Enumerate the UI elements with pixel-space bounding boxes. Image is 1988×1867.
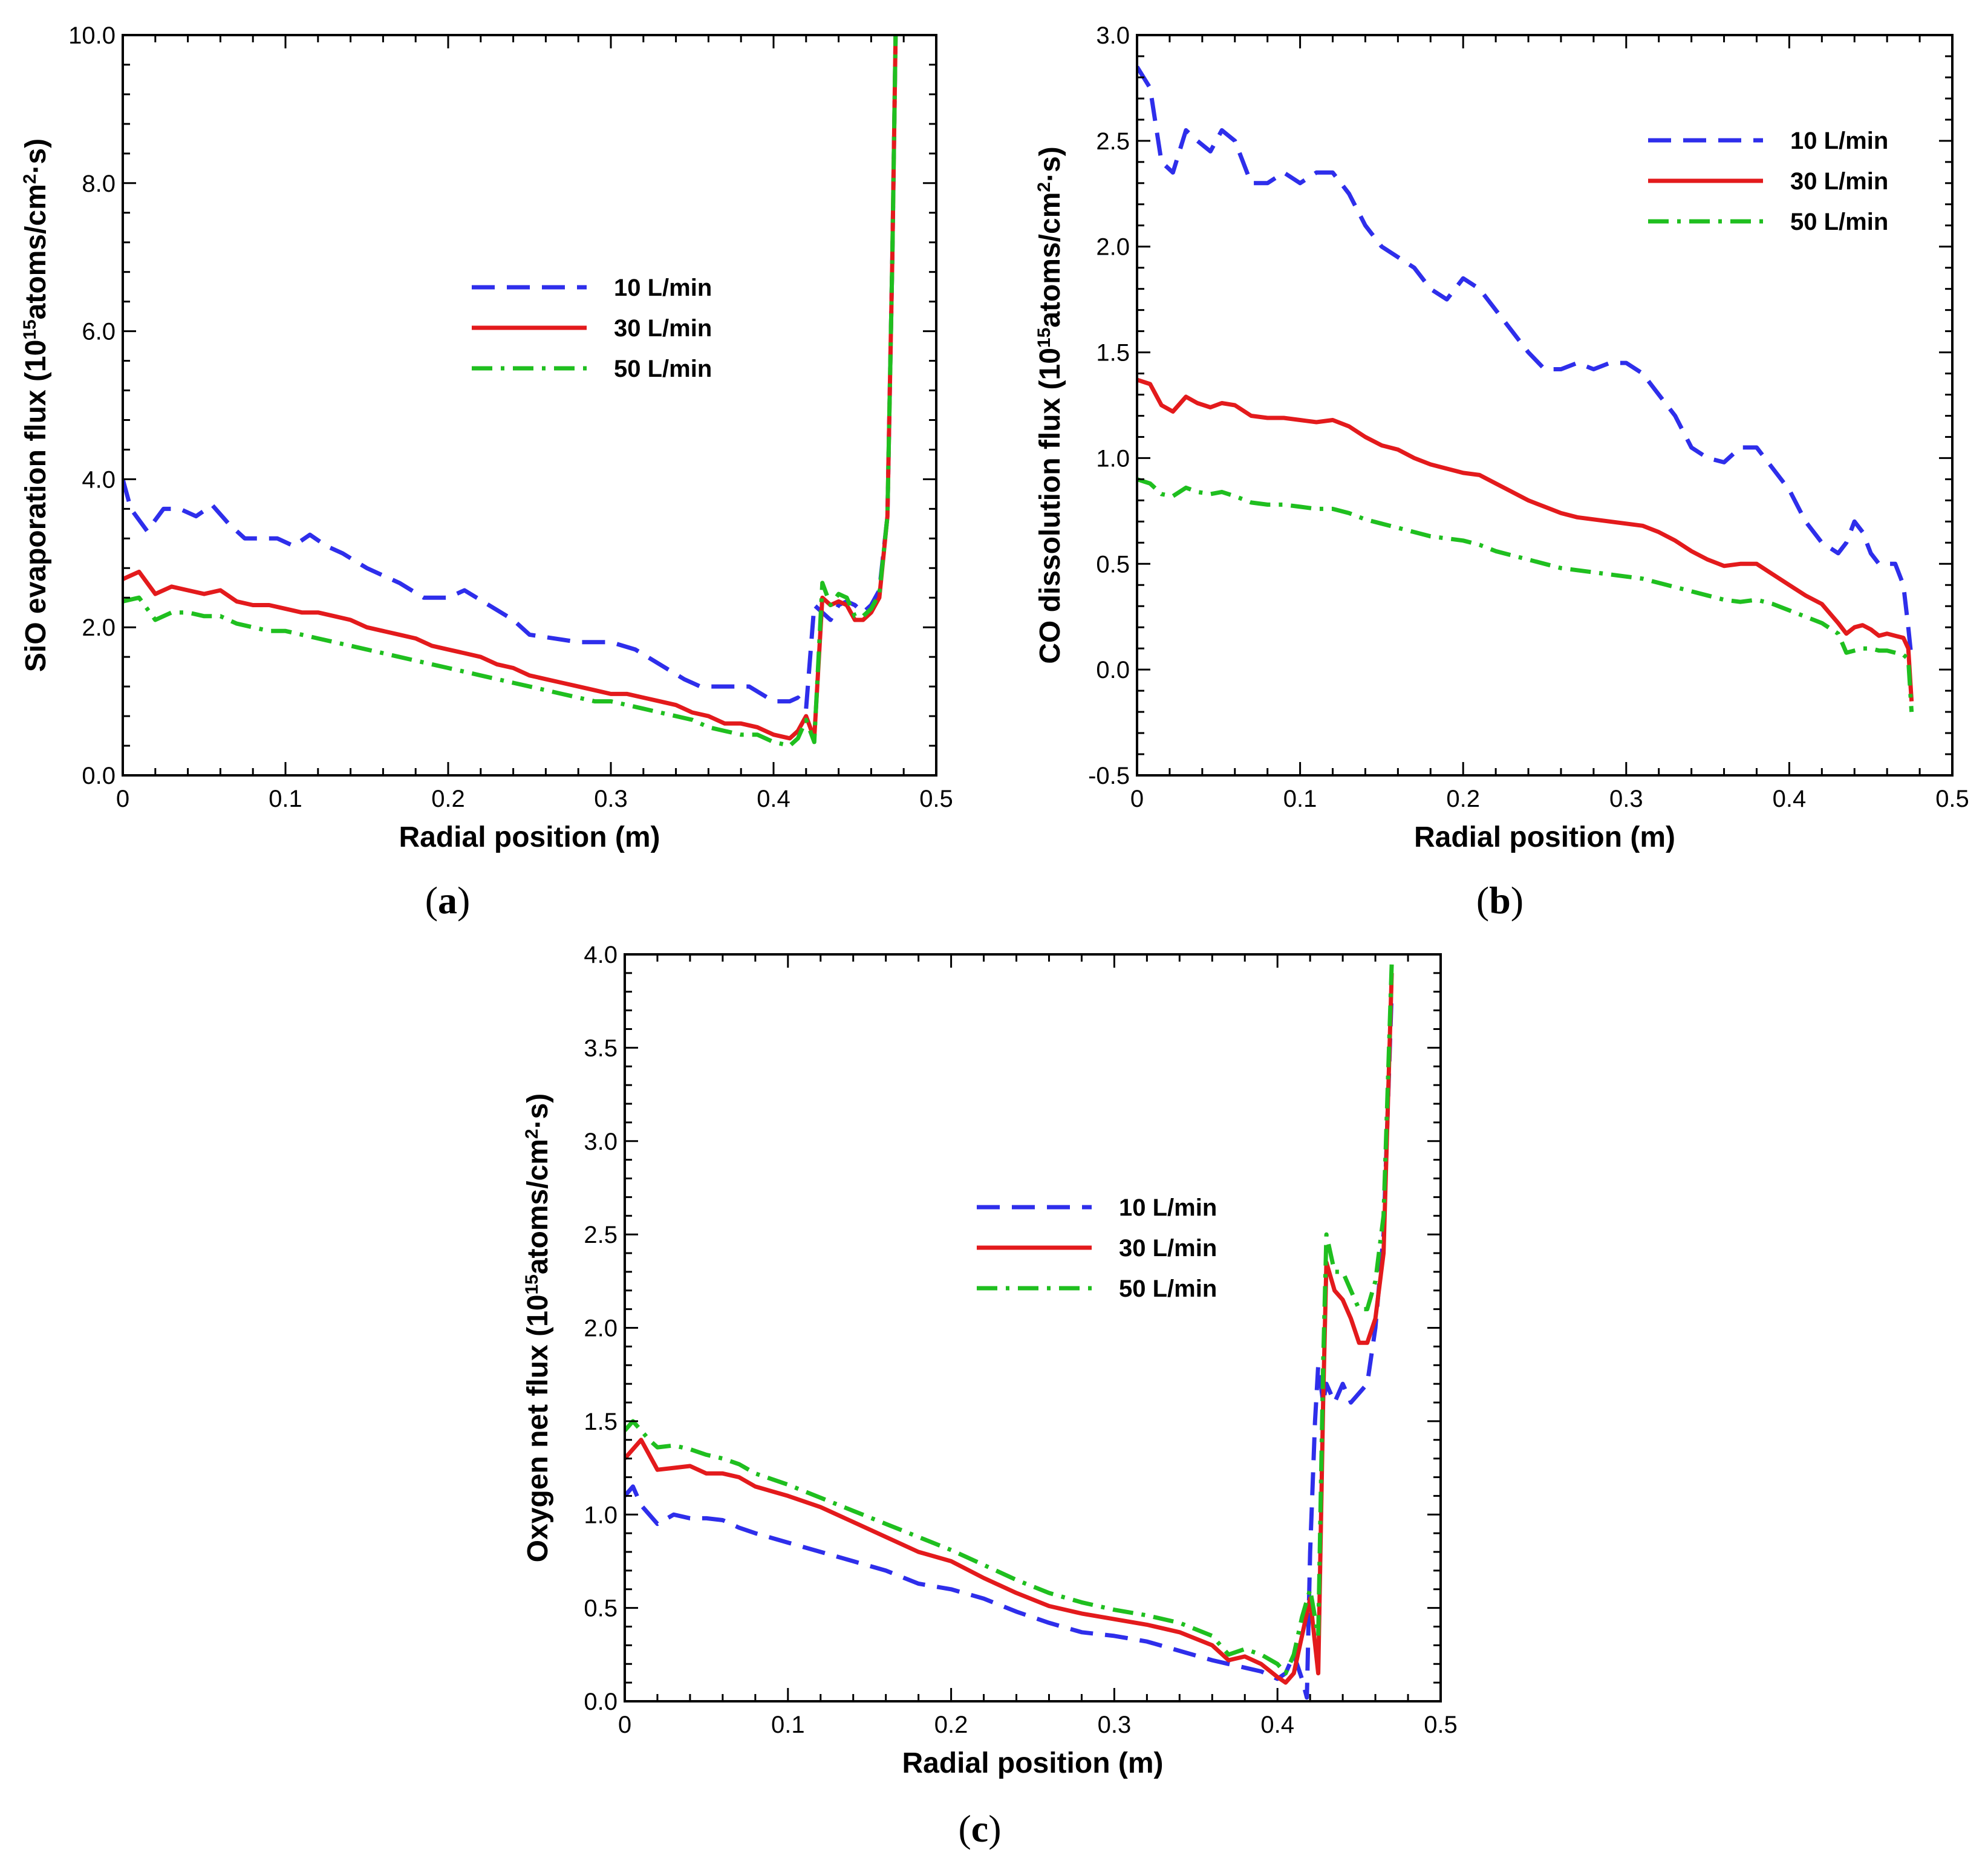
y-tick-label: 2.0 (82, 614, 116, 641)
y-axis-label-part: 15 (522, 1274, 542, 1294)
x-axis-label: Radial position (m) (1414, 821, 1675, 853)
y-axis-label-part: ·s) (20, 138, 52, 174)
x-tick-label: 0.2 (1446, 786, 1480, 812)
series-line-30-lpm (625, 973, 1394, 1685)
legend-label: 30 L/min (614, 315, 712, 342)
series-group (1137, 65, 1914, 712)
x-tick-label: 0.2 (431, 786, 465, 812)
y-tick-label: 3.0 (584, 1129, 618, 1155)
panel-label: (a) (425, 879, 471, 922)
legend-label: 50 L/min (1790, 209, 1888, 235)
y-tick-label: 3.5 (584, 1035, 618, 1061)
x-axis-label: Radial position (m) (399, 821, 660, 853)
x-axis-label: Radial position (m) (902, 1747, 1164, 1779)
y-tick-label: 10.0 (68, 22, 116, 49)
series-group (625, 963, 1394, 1700)
legend-label: 50 L/min (1119, 1276, 1217, 1302)
x-tick-label: 0 (1130, 786, 1144, 812)
series-line-30-lpm (1137, 377, 1914, 702)
y-axis-label-part: CO dissolution flux (10 (1034, 348, 1066, 664)
legend-label: 50 L/min (614, 356, 712, 382)
y-axis-label-part: 15 (20, 319, 40, 339)
x-tick-label: 0.5 (1424, 1712, 1458, 1738)
series-line-10-lpm (1137, 65, 1914, 660)
y-axis-label-part: 2 (20, 174, 40, 184)
series-group (123, 35, 898, 748)
y-axis-label-part: SiO evaporation flux (10 (20, 340, 52, 672)
x-tick-label: 0.4 (1260, 1712, 1294, 1738)
x-tick-label: 0.1 (771, 1712, 805, 1738)
y-tick-label: 1.5 (584, 1409, 618, 1435)
y-tick-label: 0.0 (584, 1689, 618, 1715)
y-tick-label: 2.5 (584, 1222, 618, 1248)
legend-label: 30 L/min (1790, 168, 1888, 195)
series-line-10-lpm (625, 991, 1394, 1700)
legend: 10 L/min 30 L/min 50 L/min (472, 275, 712, 382)
y-tick-label: 2.0 (1096, 234, 1130, 261)
plot-frame (1136, 34, 1954, 777)
panel-a-sio-evaporation-flux: 0 0.1 0.2 0.3 0.4 0.5 0.0 2.0 4.0 6.0 8.0 10.0 Radia… (20, 22, 953, 922)
y-tick-label: 3.0 (1096, 22, 1130, 49)
y-tick-label: 0.5 (584, 1595, 618, 1622)
x-tick-label: 0 (618, 1712, 631, 1738)
y-tick-label: 1.0 (1096, 445, 1130, 472)
panel-b-co-dissolution-flux: 0 0.1 0.2 0.3 0.4 0.5 -0.5 0.0 0.5 1.0 1.5 2.0 2.5 3.… (1034, 22, 1969, 922)
y-axis-label: SiO evaporation flux (1015atoms/cm2·s) (20, 138, 53, 672)
y-tick-label: 6.0 (82, 319, 116, 345)
series-line-10-lpm (123, 35, 898, 711)
y-tick-label: 2.0 (584, 1315, 618, 1342)
y-tick-label: 0.0 (1096, 657, 1130, 683)
y-axis-label-part: ·s) (1034, 146, 1066, 182)
y-tick-label: 0.5 (1096, 551, 1130, 578)
x-tick-label: 0.3 (1098, 1712, 1132, 1738)
y-axis-label: Oxygen net flux (1015atoms/cm2·s) (522, 1093, 555, 1563)
y-axis-label-part: 15 (1034, 328, 1054, 348)
series-line-30-lpm (123, 35, 898, 741)
x-tick-label: 0 (116, 786, 129, 812)
y-axis-label-part: 2 (522, 1129, 542, 1139)
series-line-50-lpm (1137, 477, 1914, 712)
y-tick-label: 1.5 (1096, 340, 1130, 367)
y-axis-label-part: atoms/cm (522, 1139, 554, 1274)
legend-label: 10 L/min (1790, 128, 1888, 154)
series-line-50-lpm (123, 35, 898, 748)
x-tick-label: 0.2 (934, 1712, 968, 1738)
legend-label: 10 L/min (614, 275, 712, 301)
y-axis-label-part: 2 (1034, 182, 1054, 192)
y-tick-label: -0.5 (1088, 763, 1130, 789)
x-tick-label: 0.4 (1773, 786, 1807, 812)
y-axis-label-part: atoms/cm (1034, 192, 1066, 328)
x-tick-label: 0.1 (269, 786, 302, 812)
legend: 10 L/min 30 L/min 50 L/min (1648, 128, 1888, 235)
plot-frame (122, 34, 937, 777)
y-axis-label-part: atoms/cm (20, 184, 52, 319)
panel-label: (b) (1476, 879, 1524, 922)
y-tick-label: 2.5 (1096, 128, 1130, 155)
y-tick-label: 4.0 (82, 466, 116, 493)
legend-label: 10 L/min (1119, 1194, 1217, 1221)
legend: 10 L/min 30 L/min 50 L/min (977, 1194, 1217, 1302)
y-tick-label: 0.0 (82, 763, 116, 789)
y-axis-label: CO dissolution flux (1015atoms/cm2·s) (1034, 146, 1067, 664)
y-tick-label: 8.0 (82, 171, 116, 197)
x-tick-label: 0.5 (919, 786, 953, 812)
x-tick-label: 0.3 (1609, 786, 1643, 812)
panel-c-oxygen-net-flux: 0 0.1 0.2 0.3 0.4 0.5 0.0 0.5 1.0 1.5 2.0 2.5 3.0 3.5… (522, 942, 1458, 1850)
series-line-50-lpm (625, 963, 1394, 1676)
x-tick-label: 0.3 (594, 786, 628, 812)
x-tick-label: 0.5 (1935, 786, 1969, 812)
legend-label: 30 L/min (1119, 1235, 1217, 1262)
panel-label: (c) (958, 1807, 1001, 1850)
y-axis-label-part: Oxygen net flux (10 (522, 1295, 554, 1563)
y-tick-label: 1.0 (584, 1502, 618, 1528)
y-axis-label-part: ·s) (522, 1093, 554, 1129)
x-tick-label: 0.1 (1283, 786, 1317, 812)
x-tick-label: 0.4 (757, 786, 790, 812)
y-tick-label: 4.0 (584, 942, 618, 968)
